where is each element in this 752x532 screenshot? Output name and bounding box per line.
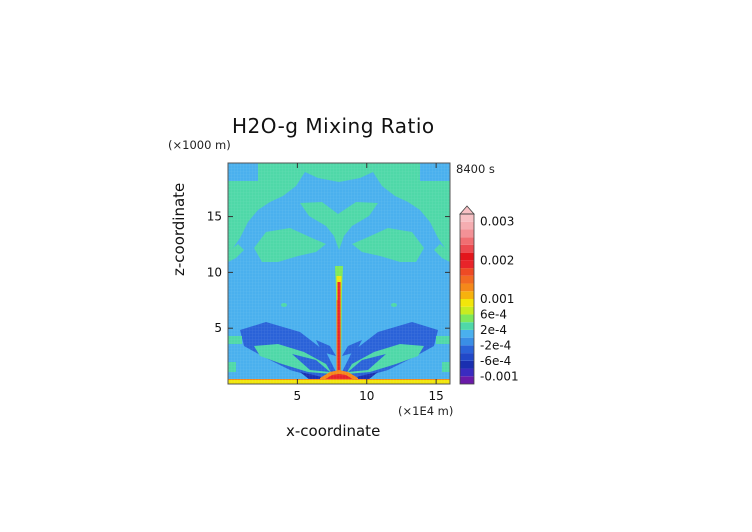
colorbar-swatch-20 xyxy=(460,221,474,230)
colorbar-swatch-6 xyxy=(460,329,474,338)
colorbar-swatch-0 xyxy=(460,376,474,384)
y-tick-label-1: 10 xyxy=(207,265,222,279)
colorbar-swatch-2 xyxy=(460,360,474,369)
colorbar-frame xyxy=(459,213,475,385)
y-tick-label-0: 5 xyxy=(214,321,222,335)
colorbar-swatch-10 xyxy=(460,299,474,307)
colorbar-label-6: -6e-4 xyxy=(480,354,511,368)
colorbar-label-3: 6e-4 xyxy=(480,307,507,321)
colorbar-label-7: -0.001 xyxy=(480,369,519,383)
colorbar-label-5: -2e-4 xyxy=(480,338,511,352)
x-axis: 5 10 15 xyxy=(294,163,444,403)
colorbar xyxy=(459,205,475,385)
colorbar-swatch-13 xyxy=(460,275,474,284)
colorbar-swatch-7 xyxy=(460,322,474,330)
colorbar-swatch-1 xyxy=(460,368,474,377)
colorbar-label-0: 0.003 xyxy=(480,215,514,229)
colorbar-swatch-21 xyxy=(460,214,474,222)
colorbar-swatch-5 xyxy=(460,337,474,346)
colorbar-swatch-14 xyxy=(460,268,474,276)
colorbar-swatch-15 xyxy=(460,260,474,269)
colorbar-swatch-4 xyxy=(460,345,474,354)
colorbar-swatch-11 xyxy=(460,291,474,299)
colorbar-swatch-17 xyxy=(460,244,474,253)
colorbar-swatch-3 xyxy=(460,353,474,361)
x-axis-title: x-coordinate xyxy=(286,422,381,440)
colorbar-swatch-18 xyxy=(460,237,474,245)
colorbar-label-1: 0.002 xyxy=(480,253,514,267)
time-label: 8400 s xyxy=(456,162,495,176)
colorbar-swatch-12 xyxy=(460,283,474,292)
colorbar-swatch-19 xyxy=(460,229,474,238)
x-tick-label-2: 15 xyxy=(428,389,443,403)
chart-title: H2O-g Mixing Ratio xyxy=(232,114,435,138)
colorbar-swatch-9 xyxy=(460,306,474,315)
x-tick-label-1: 10 xyxy=(359,389,374,403)
plot-frame xyxy=(227,162,451,385)
colorbar-label-2: 0.001 xyxy=(480,292,514,306)
heatmap-field xyxy=(228,163,450,384)
colorbar-swatch-16 xyxy=(460,252,474,261)
y-axis: 5 10 15 xyxy=(207,210,450,335)
x-tick-label-0: 5 xyxy=(294,389,302,403)
x-unit-label: (×1E4 m) xyxy=(398,404,454,418)
colorbar-swatch-8 xyxy=(460,314,474,323)
y-tick-label-2: 15 xyxy=(207,210,222,224)
field-texture xyxy=(228,163,450,384)
y-unit-label: (×1000 m) xyxy=(168,138,231,152)
colorbar-label-4: 2e-4 xyxy=(480,323,507,337)
colorbar-arrow xyxy=(459,205,475,215)
